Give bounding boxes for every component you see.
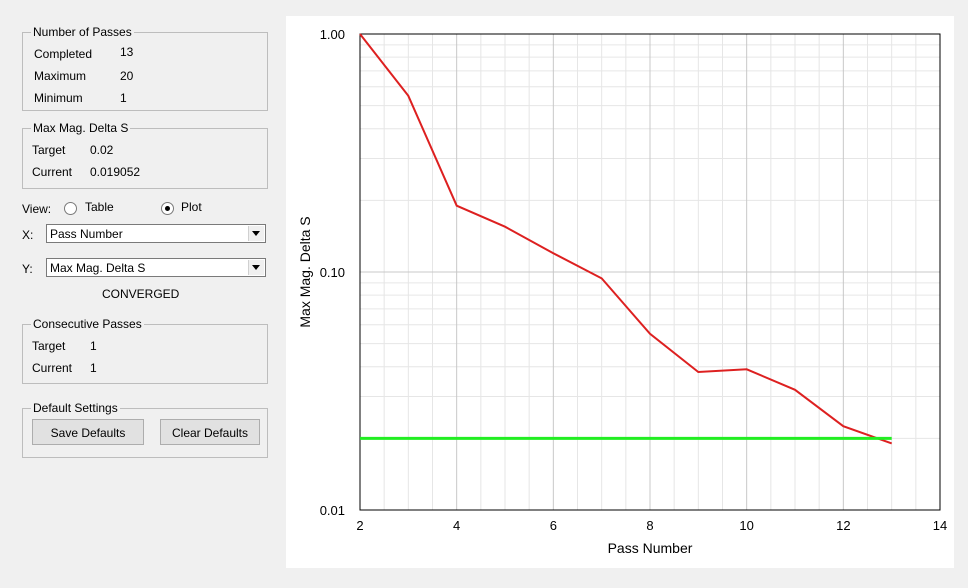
- delta-current-label: Current: [32, 165, 73, 179]
- view-plot-label[interactable]: Plot: [181, 200, 202, 214]
- x-axis-select[interactable]: Pass Number: [46, 224, 266, 243]
- consecutive-target-value: 1: [90, 339, 97, 353]
- y-axis-select-value: Max Mag. Delta S: [50, 261, 146, 275]
- y-tick-label: 0.01: [320, 503, 345, 518]
- x-tick-label: 6: [550, 518, 557, 533]
- convergence-chart: 2 4 6 8 10 12 14 0.01 0.10 1.00 Pass Number Max Mag…: [297, 27, 947, 556]
- x-tick-label: 2: [356, 518, 363, 533]
- view-label: View:: [22, 202, 52, 216]
- view-table-radio[interactable]: [64, 202, 77, 215]
- maximum-value: 20: [120, 69, 134, 83]
- completed-label: Completed: [34, 47, 93, 61]
- y-tick-label: 1.00: [320, 27, 345, 42]
- delta-target-label: Target: [32, 143, 66, 157]
- consecutive-current-label: Current: [32, 361, 73, 375]
- consecutive-passes-group: Consecutive Passes Target 1 Current 1: [22, 317, 268, 384]
- clear-defaults-button[interactable]: Clear Defaults: [160, 419, 260, 445]
- y-axis-label: Y:: [22, 262, 33, 276]
- minimum-value: 1: [120, 91, 127, 105]
- number-of-passes-group: Number of Passes Completed 13 Maximum 20…: [22, 25, 268, 111]
- default-settings-group: Default Settings Save Defaults Clear Def…: [22, 401, 268, 458]
- x-tick-label: 4: [453, 518, 460, 533]
- x-axis-dropdown-arrow-icon[interactable]: [248, 226, 264, 241]
- x-tick-label: 12: [836, 518, 850, 533]
- default-settings-legend: Default Settings: [31, 401, 120, 415]
- delta-series-line: [359, 33, 893, 445]
- view-plot-radio[interactable]: [161, 202, 174, 215]
- x-tick-label: 14: [933, 518, 947, 533]
- max-mag-delta-group: Max Mag. Delta S Target 0.02 Current 0.0…: [22, 121, 268, 189]
- max-mag-delta-legend: Max Mag. Delta S: [31, 121, 131, 135]
- view-table-label[interactable]: Table: [85, 200, 114, 214]
- maximum-label: Maximum: [34, 69, 87, 83]
- completed-value: 13: [120, 45, 134, 59]
- save-defaults-button[interactable]: Save Defaults: [32, 419, 144, 445]
- delta-current-value: 0.019052: [90, 165, 141, 179]
- number-of-passes-legend: Number of Passes: [31, 25, 134, 39]
- consecutive-current-value: 1: [90, 361, 97, 375]
- plot-panel: 2 4 6 8 10 12 14 0.01 0.10 1.00 Pass Number Max Mag…: [286, 16, 954, 568]
- x-axis-label: X:: [22, 228, 34, 242]
- consecutive-passes-legend: Consecutive Passes: [31, 317, 144, 331]
- y-axis-title: Max Mag. Delta S: [297, 216, 313, 327]
- y-tick-label: 0.10: [320, 265, 345, 280]
- plot-frame: [359, 33, 941, 511]
- x-axis-title: Pass Number: [608, 540, 693, 556]
- x-axis-select-value: Pass Number: [50, 227, 123, 241]
- y-axis-dropdown-arrow-icon[interactable]: [248, 260, 264, 275]
- x-tick-label: 10: [739, 518, 753, 533]
- x-tick-label: 8: [646, 518, 653, 533]
- convergence-status: CONVERGED: [102, 287, 180, 301]
- y-axis-select[interactable]: Max Mag. Delta S: [46, 258, 266, 277]
- delta-target-value: 0.02: [90, 143, 114, 157]
- minimum-label: Minimum: [34, 91, 83, 105]
- consecutive-target-label: Target: [32, 339, 66, 353]
